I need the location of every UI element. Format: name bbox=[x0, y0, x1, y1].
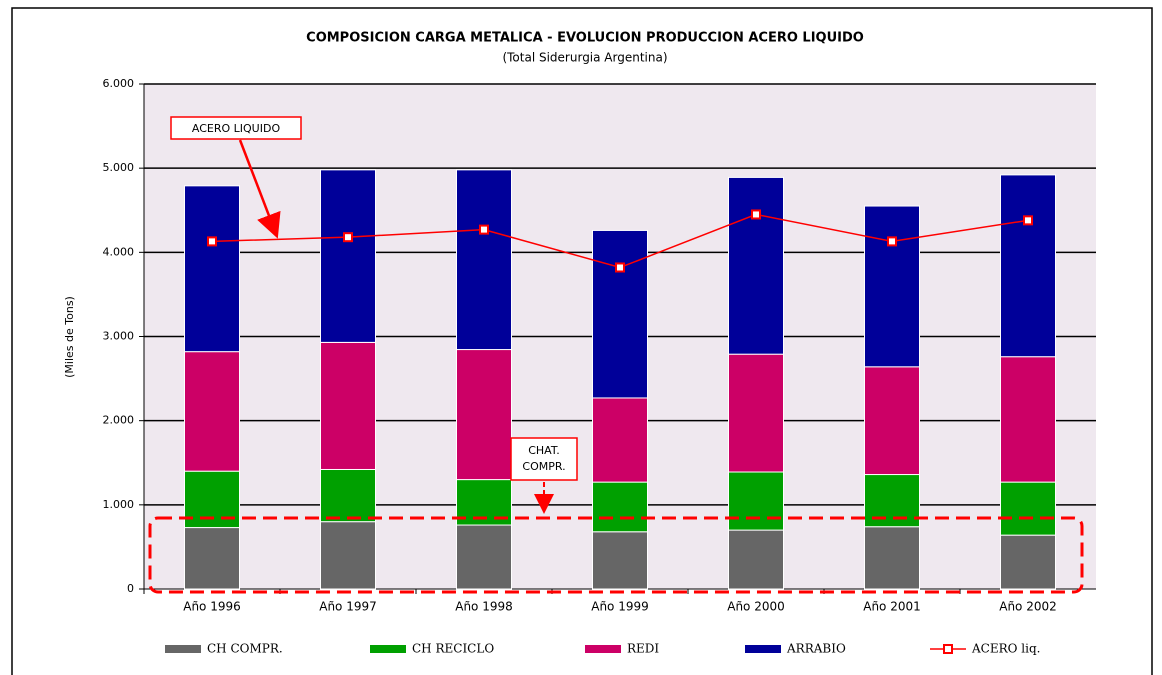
bar-segment bbox=[728, 471, 784, 531]
y-tick-label: 4.000 bbox=[103, 245, 135, 258]
y-tick-label: 3.000 bbox=[103, 330, 135, 343]
bar-segment bbox=[320, 341, 376, 470]
bar-segment bbox=[864, 366, 920, 476]
line-marker bbox=[343, 232, 353, 243]
bar-segment bbox=[1000, 356, 1056, 483]
bar-segment bbox=[456, 349, 512, 481]
line-marker bbox=[207, 236, 217, 247]
bar-segment bbox=[320, 169, 376, 343]
y-tick-label: 5.000 bbox=[103, 161, 135, 174]
annotation: ACERO LIQUIDO bbox=[192, 122, 281, 135]
highlight-box bbox=[148, 516, 1084, 594]
x-tick-label: Año 2000 bbox=[727, 600, 785, 614]
bar-segment bbox=[1000, 534, 1056, 590]
legend-label: CH COMPR. bbox=[207, 642, 283, 656]
legend-label: ARRABIO bbox=[786, 642, 846, 656]
legend-label: ACERO liq. bbox=[971, 642, 1040, 656]
bar-segment bbox=[184, 351, 240, 472]
x-tick-label: Año 2001 bbox=[863, 600, 921, 614]
line-marker bbox=[615, 262, 625, 273]
plot: 0 1.000 2.000 3.000 4.000 5.000 6.000 Año 1996 A… bbox=[103, 77, 1096, 656]
bar-segment bbox=[864, 526, 920, 590]
y-tick-label: 1.000 bbox=[103, 498, 135, 511]
line-marker bbox=[1023, 215, 1033, 226]
frame bbox=[11, 7, 1153, 675]
bar-segment bbox=[592, 481, 648, 533]
annotation: CHAT. bbox=[528, 444, 560, 457]
x-tick-label: Año 1998 bbox=[455, 600, 513, 614]
bar-segment bbox=[456, 524, 512, 590]
line-marker bbox=[751, 209, 761, 220]
legend-swatch bbox=[943, 644, 953, 654]
bar-segment bbox=[592, 397, 648, 483]
bar-segment bbox=[320, 521, 376, 590]
y-tick-label: 0 bbox=[127, 582, 134, 595]
legend-swatch bbox=[165, 645, 201, 653]
x-tick-label: Año 2002 bbox=[999, 600, 1057, 614]
legend-label: REDI bbox=[627, 642, 659, 656]
y-axis-label: (Miles de Tons) bbox=[63, 296, 76, 378]
y-tick-label: 6.000 bbox=[103, 77, 135, 90]
annotation-box bbox=[170, 116, 302, 140]
x-tick-label: Año 1999 bbox=[591, 600, 649, 614]
bar-segment bbox=[1000, 481, 1056, 536]
bar-segment bbox=[1000, 174, 1056, 358]
y-tick-label: 2.000 bbox=[103, 414, 135, 427]
legend-label: CH RECICLO bbox=[412, 642, 494, 656]
line-marker bbox=[479, 224, 489, 235]
bar-segment bbox=[592, 229, 648, 399]
legend-swatch bbox=[370, 645, 406, 653]
bar-segment bbox=[184, 185, 240, 353]
chart-title: COMPOSICION CARGA METALICA - EVOLUCION P… bbox=[306, 31, 864, 46]
line-marker bbox=[887, 236, 897, 247]
bar-segment bbox=[184, 527, 240, 590]
legend-swatch bbox=[585, 645, 621, 653]
bar-segment bbox=[728, 353, 784, 473]
chart-subtitle: (Total Siderurgia Argentina) bbox=[502, 51, 667, 65]
x-tick-label: Año 1997 bbox=[319, 600, 377, 614]
bar-segment bbox=[592, 531, 648, 590]
bar-segment bbox=[728, 529, 784, 590]
annotation-arrow bbox=[238, 139, 281, 239]
bar-segment bbox=[456, 169, 512, 351]
x-tick-label: Año 1996 bbox=[183, 600, 241, 614]
annotation-box bbox=[510, 437, 578, 481]
bar-segment bbox=[864, 205, 920, 368]
bar-segment bbox=[728, 176, 784, 355]
annotation: COMPR. bbox=[522, 460, 565, 473]
bar-segment bbox=[320, 468, 376, 523]
legend-swatch bbox=[745, 645, 781, 653]
